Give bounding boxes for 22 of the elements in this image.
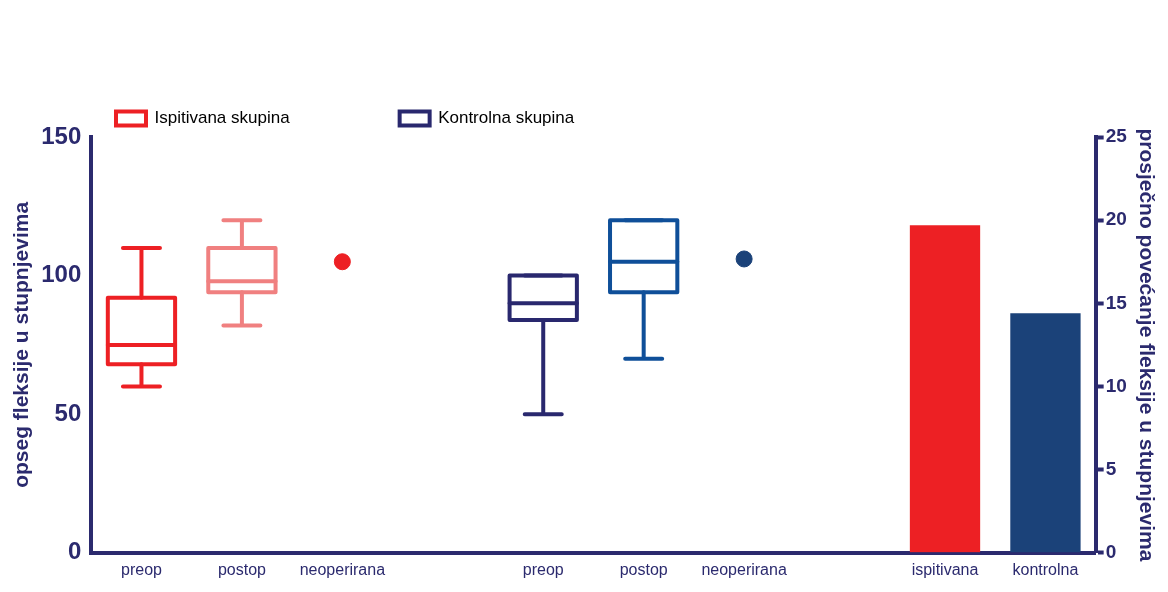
y2-tick-label: 20 [1105, 208, 1127, 230]
y-tick-label: 0 [67, 537, 82, 565]
y-axis-title: opseg fleksije u stupnjevima [9, 201, 33, 488]
y2-tick-label: 5 [1105, 457, 1117, 479]
x-tick-label: neoperirana [701, 560, 787, 578]
y2-tick-label: 25 [1105, 125, 1128, 147]
x-tick-label: postop [619, 560, 668, 578]
y-tick-label: 100 [41, 260, 82, 288]
y2-tick-label: 10 [1105, 374, 1127, 396]
y-tick-label: 150 [41, 121, 82, 149]
legend-label: Kontrolna skupina [438, 108, 575, 128]
x-tick-label: postop [217, 560, 267, 578]
y2-axis-title: prosječno povećanje fleksije u stupnjevima [1135, 128, 1159, 562]
x-tick-label: preop [121, 560, 163, 578]
y2-tick-label: 0 [1105, 541, 1117, 563]
x-tick-label: preop [522, 560, 564, 578]
x-tick-label: kontrolna [1012, 560, 1079, 578]
y-tick-label: 50 [54, 398, 82, 426]
x-tick-label: ispitivana [911, 560, 979, 578]
legend-label: Ispitivana skupina [154, 108, 291, 128]
y2-tick-label: 15 [1105, 291, 1128, 313]
x-tick-label: neoperirana [299, 560, 386, 578]
